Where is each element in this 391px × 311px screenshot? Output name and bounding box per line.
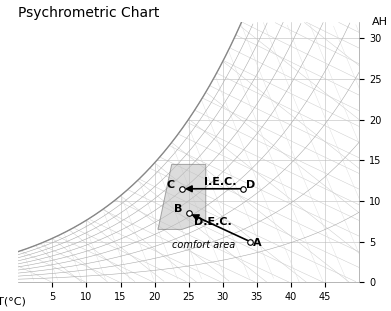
Text: comfort area: comfort area bbox=[172, 240, 235, 250]
Text: D.E.C.: D.E.C. bbox=[194, 217, 232, 227]
Y-axis label: AH: AH bbox=[372, 17, 388, 27]
Polygon shape bbox=[158, 165, 206, 230]
X-axis label: DBT(°C): DBT(°C) bbox=[0, 297, 27, 307]
Text: A: A bbox=[253, 238, 262, 248]
Text: I.E.C.: I.E.C. bbox=[204, 177, 237, 187]
Text: B: B bbox=[174, 204, 182, 214]
Text: D: D bbox=[246, 180, 255, 190]
Text: Psychrometric Chart: Psychrometric Chart bbox=[18, 6, 160, 20]
Text: C: C bbox=[167, 180, 175, 190]
